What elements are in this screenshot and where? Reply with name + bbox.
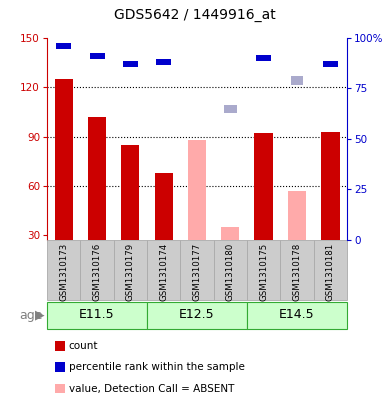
Text: GSM1310174: GSM1310174: [159, 243, 168, 301]
Bar: [113, 240, 147, 300]
Bar: [224, 105, 237, 113]
Bar: [256, 55, 271, 61]
Bar: [323, 61, 338, 67]
Text: GSM1310177: GSM1310177: [193, 243, 202, 301]
Text: percentile rank within the sample: percentile rank within the sample: [69, 362, 245, 372]
Text: GSM1310175: GSM1310175: [259, 243, 268, 301]
Text: GSM1310180: GSM1310180: [226, 243, 235, 301]
Bar: [121, 145, 140, 240]
Bar: [291, 76, 303, 84]
Bar: [47, 240, 80, 300]
Bar: [154, 173, 173, 240]
Bar: [188, 140, 206, 240]
Bar: [89, 53, 105, 59]
Text: GSM1310178: GSM1310178: [292, 243, 301, 301]
Bar: [156, 59, 171, 65]
Bar: [288, 191, 306, 240]
Text: value, Detection Call = ABSENT: value, Detection Call = ABSENT: [69, 384, 234, 393]
Bar: [56, 43, 71, 49]
Bar: [180, 240, 214, 300]
Bar: [47, 301, 147, 329]
Text: age: age: [20, 309, 43, 321]
Bar: [247, 301, 347, 329]
Text: E11.5: E11.5: [79, 309, 115, 321]
Bar: [147, 301, 247, 329]
Text: count: count: [69, 341, 98, 351]
Bar: [214, 240, 247, 300]
Bar: [123, 61, 138, 67]
Bar: [147, 240, 180, 300]
Bar: [314, 240, 347, 300]
Bar: [247, 240, 280, 300]
Bar: [280, 240, 314, 300]
Text: GSM1310176: GSM1310176: [92, 243, 101, 301]
Text: GSM1310181: GSM1310181: [326, 243, 335, 301]
Text: GSM1310173: GSM1310173: [59, 243, 68, 301]
Text: GSM1310179: GSM1310179: [126, 243, 135, 301]
Bar: [80, 240, 113, 300]
Bar: [255, 133, 273, 240]
Text: E14.5: E14.5: [279, 309, 315, 321]
Text: ▶: ▶: [35, 309, 45, 321]
Text: GDS5642 / 1449916_at: GDS5642 / 1449916_at: [114, 8, 276, 22]
Bar: [321, 132, 340, 240]
Bar: [221, 227, 239, 240]
Bar: [55, 79, 73, 240]
Bar: [88, 117, 106, 240]
Text: E12.5: E12.5: [179, 309, 215, 321]
